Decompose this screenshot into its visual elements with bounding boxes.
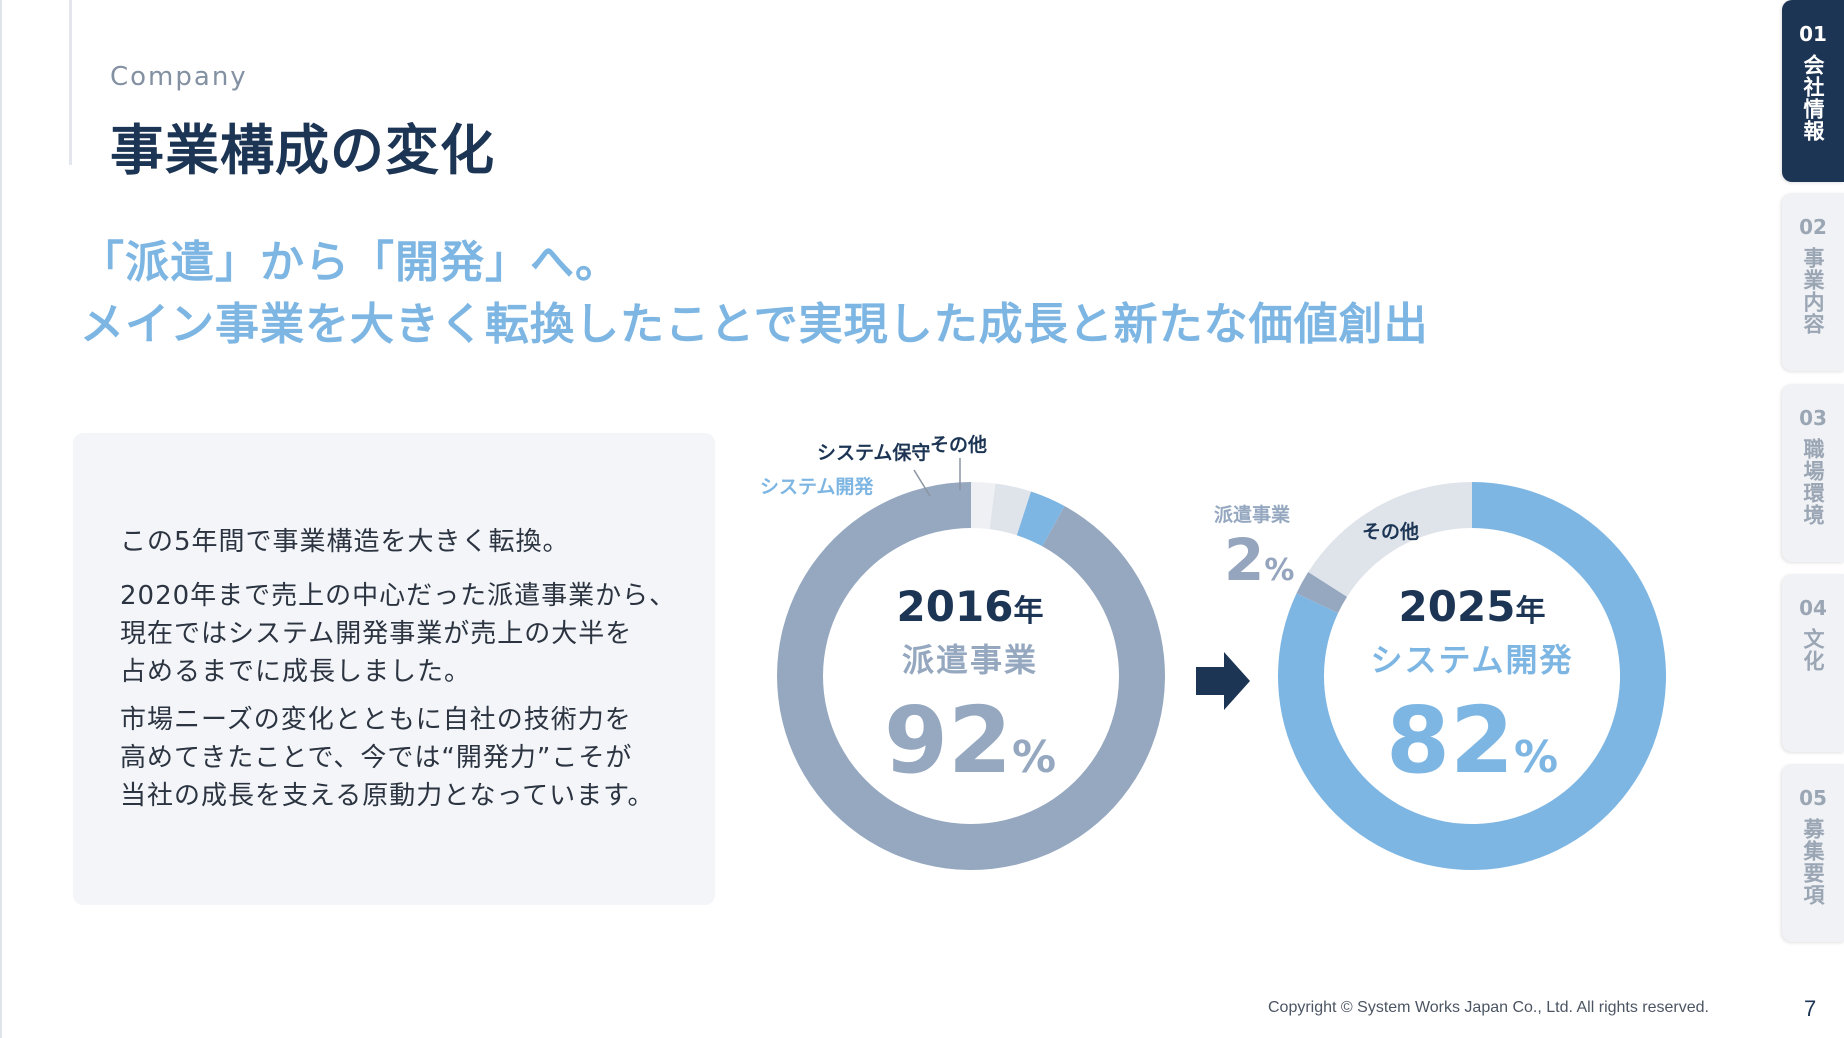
description-paragraph-3: 市場ニーズの変化とともに自社の技術力を 高めてきたことで、今では“開発力”こそが… <box>120 701 655 815</box>
nav-tab-label: 職場環境 <box>1801 438 1825 526</box>
nav-tab-label: 文化 <box>1801 628 1825 672</box>
center-business: システム開発 <box>1370 641 1574 679</box>
callout-percent-value: 2 <box>1224 526 1265 594</box>
donut-slice-0-3 <box>971 482 996 530</box>
center-percent: 92% <box>860 695 1080 804</box>
headline-line-2: メイン事業を大きく転換したことで実現した成長と新たな価値創出 <box>80 299 1429 350</box>
page-title: 事業構成の変化 <box>110 119 495 182</box>
nav-tab-recruitment[interactable]: 05 募集要項 <box>1782 764 1844 942</box>
description-panel: この5年間で事業構造を大きく転換。 2020年まで売上の中心だった派遣事業から、… <box>73 433 715 905</box>
nav-tab-business[interactable]: 02 事業内容 <box>1782 193 1844 371</box>
slice-label-system-maintenance-2016: システム保守 <box>817 442 931 464</box>
center-percent-value: 92 <box>883 687 1012 794</box>
description-line: 当社の成長を支える原動力となっています。 <box>120 781 655 811</box>
center-year: 2016年 <box>860 582 1080 631</box>
nav-tab-number: 05 <box>1799 786 1827 810</box>
nav-tab-workplace[interactable]: 03 職場環境 <box>1782 384 1844 562</box>
center-year-value: 2016 <box>896 582 1014 631</box>
donut-slice-1-2 <box>1308 482 1472 597</box>
center-percent-value: 82 <box>1385 687 1514 794</box>
callout-percent-unit: % <box>1264 553 1295 588</box>
nav-tab-label: 募集要項 <box>1801 818 1825 906</box>
center-business: 派遣事業 <box>901 641 1038 679</box>
nav-tab-culture[interactable]: 04 文化 <box>1782 574 1844 752</box>
donut-slice-1-1 <box>1296 572 1348 613</box>
description-line: 市場ニーズの変化とともに自社の技術力を <box>120 705 632 735</box>
nav-tab-number: 02 <box>1799 215 1827 239</box>
nav-tab-number: 01 <box>1799 22 1827 46</box>
nav-tab-label: 事業内容 <box>1801 247 1825 335</box>
description-paragraph-1: この5年間で事業構造を大きく転換。 <box>120 523 570 561</box>
nav-tab-number: 03 <box>1799 406 1827 430</box>
slice-label-other-2025: その他 <box>1362 521 1420 543</box>
description-paragraph-2: 2020年まで売上の中心だった派遣事業から、 現在ではシステム開発事業が売上の大… <box>120 577 676 691</box>
donut-slice-0-2 <box>989 483 1031 536</box>
nav-tab-number: 04 <box>1799 596 1827 620</box>
slice-label-system-dev-2016: システム開発 <box>760 476 874 498</box>
nav-tab-label: 会社情報 <box>1801 54 1825 142</box>
description-line: 高めてきたことで、今では“開発力”こそが <box>120 743 633 773</box>
arrow-right-icon <box>1196 652 1250 710</box>
description-line: 現在ではシステム開発事業が売上の大半を <box>120 619 633 649</box>
page-number: 7 <box>1804 996 1817 1021</box>
callout-dispatch-percent: 2% <box>1224 526 1294 594</box>
copyright-text: Copyright © System Works Japan Co., Ltd.… <box>1268 999 1709 1016</box>
description-line: 2020年まで売上の中心だった派遣事業から、 <box>120 581 677 611</box>
center-percent-unit: % <box>1011 732 1057 783</box>
side-nav: 01 会社情報 02 事業内容 03 職場環境 04 文化 05 募集要項 <box>1782 0 1844 1038</box>
center-year-value: 2025 <box>1398 582 1516 631</box>
donut-center-2025: 2025年 システム開発 82% <box>1362 582 1582 804</box>
description-line: この5年間で事業構造を大きく転換。 <box>120 527 570 557</box>
headline-line-1: 「派遣」から「開発」へ。 <box>80 237 620 288</box>
header-divider <box>69 0 72 165</box>
center-percent-unit: % <box>1513 732 1559 783</box>
section-label: Company <box>110 62 248 92</box>
leader-line-system-maintenance <box>913 469 931 497</box>
center-year-unit: 年 <box>1013 594 1044 629</box>
center-year: 2025年 <box>1362 582 1582 631</box>
nav-tab-company[interactable]: 01 会社情報 <box>1782 0 1844 182</box>
slice-label-other-2016: その他 <box>930 434 988 456</box>
donut-chart-2016 <box>777 482 1166 871</box>
slice-label-dispatch-2025: 派遣事業 <box>1214 504 1291 526</box>
center-year-unit: 年 <box>1515 594 1546 629</box>
donut-slice-0-1 <box>1016 491 1065 547</box>
donut-center-2016: 2016年 派遣事業 92% <box>860 582 1080 804</box>
donut-chart-2025 <box>1278 482 1666 870</box>
description-line: 占めるまでに成長しました。 <box>120 657 472 687</box>
center-percent: 82% <box>1362 695 1582 804</box>
